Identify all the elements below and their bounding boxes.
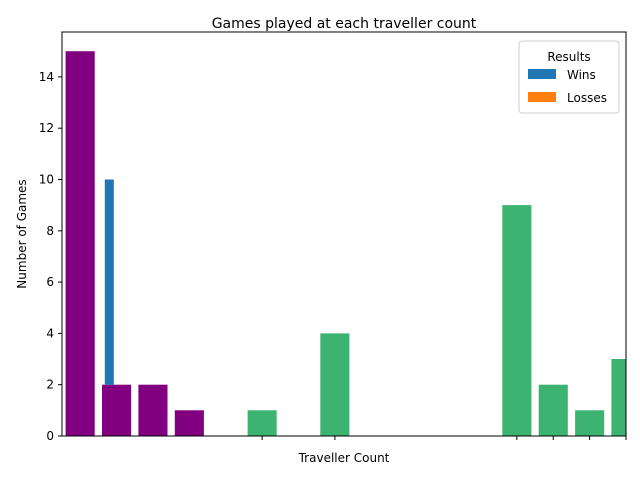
bar-5 [320,333,350,436]
y-axis-label: Number of Games [15,179,29,288]
chart-title: Games played at each traveller count [212,16,477,32]
bar-4 [247,410,277,436]
overlay-bar-wins-0 [104,179,114,385]
x-axis-label: Traveller Count [298,451,390,465]
legend-swatch-wins [528,69,556,79]
bar-9 [611,359,626,436]
y-tick-label: 2 [46,378,54,392]
y-tick-label: 6 [46,275,54,289]
bars-layer [65,51,626,436]
bar-8 [575,410,605,436]
legend-swatch-losses [528,92,556,102]
x-ticks [261,436,627,440]
y-tick-label: 0 [46,429,54,443]
legend-title: Results [547,50,590,64]
bar-0 [65,51,95,436]
bar-7 [538,384,568,436]
y-tick-label: 8 [46,224,54,238]
plot-frame [61,31,627,437]
overlay-bars-layer [104,179,114,385]
y-tick-label: 12 [39,121,54,135]
bar-1 [102,384,132,436]
legend-label-losses: Losses [567,91,607,105]
y-tick-label: 14 [39,70,54,84]
bar-3 [174,410,204,436]
legend-label-wins: Wins [567,68,596,82]
axes [61,31,627,437]
y-tick-label: 10 [39,172,54,186]
bar-6 [502,205,532,436]
legend: Results Wins Losses [518,40,620,114]
bar-2 [138,384,168,436]
y-ticks: 0 2 4 6 8 10 12 14 [39,70,62,443]
y-tick-label: 4 [46,326,54,340]
